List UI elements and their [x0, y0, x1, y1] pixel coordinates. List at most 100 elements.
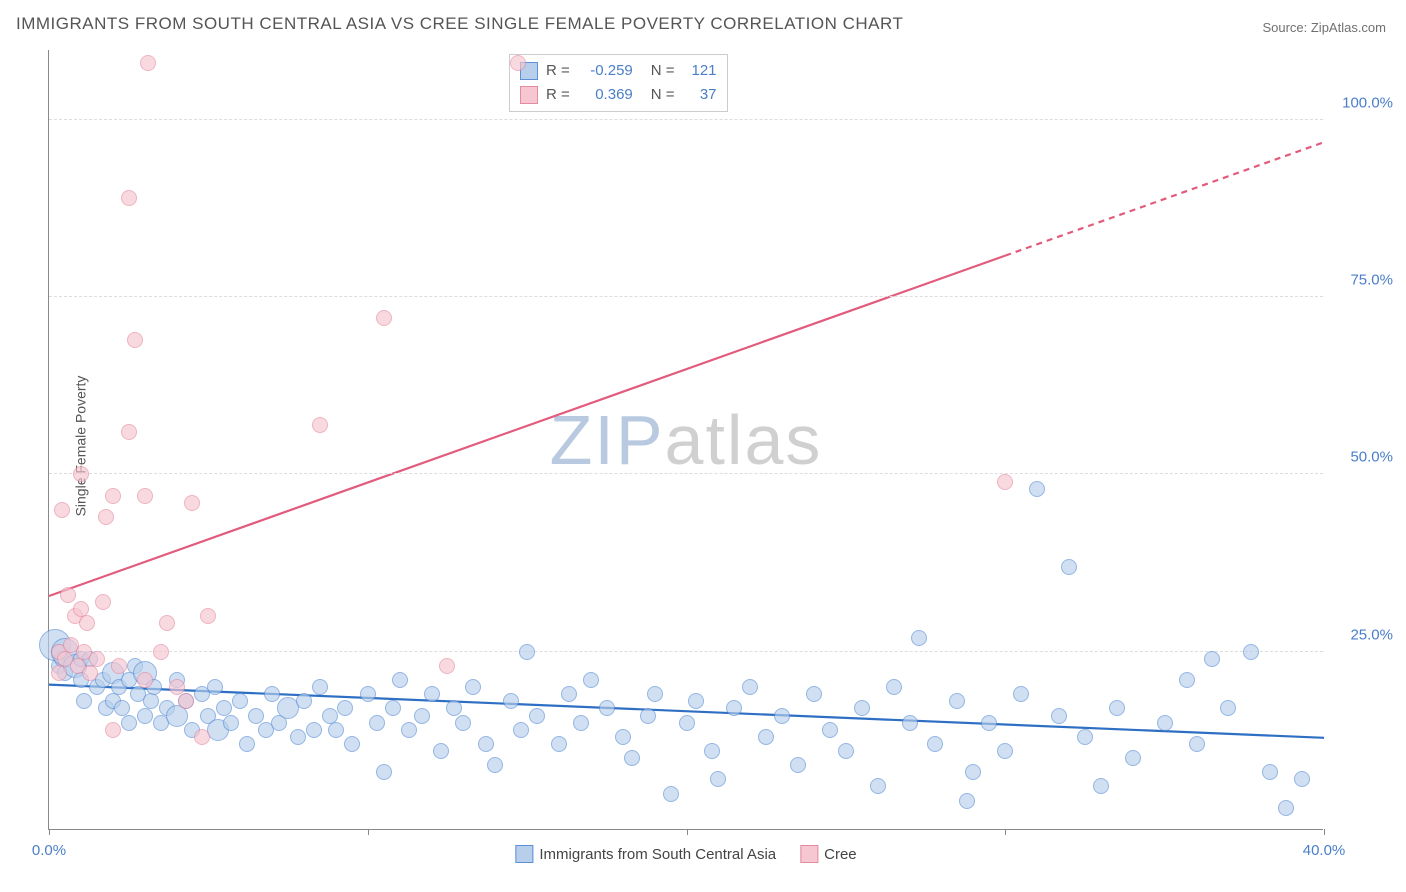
- data-point: [1189, 736, 1205, 752]
- legend-n-value: 37: [683, 83, 717, 107]
- data-point: [328, 722, 344, 738]
- data-point: [73, 466, 89, 482]
- data-point: [98, 509, 114, 525]
- data-point: [414, 708, 430, 724]
- legend-n-label: N =: [651, 59, 675, 83]
- data-point: [688, 693, 704, 709]
- data-point: [561, 686, 577, 702]
- data-point: [615, 729, 631, 745]
- data-point: [1262, 764, 1278, 780]
- data-point: [178, 693, 194, 709]
- data-point: [232, 693, 248, 709]
- series-legend: Immigrants from South Central Asia Cree: [515, 845, 856, 863]
- source-label: Source:: [1262, 20, 1310, 35]
- data-point: [949, 693, 965, 709]
- data-point: [223, 715, 239, 731]
- watermark-part-a: ZIP: [550, 401, 665, 479]
- data-point: [121, 715, 137, 731]
- watermark: ZIPatlas: [550, 400, 823, 480]
- data-point: [640, 708, 656, 724]
- data-point: [710, 771, 726, 787]
- data-point: [806, 686, 822, 702]
- data-point: [194, 729, 210, 745]
- y-tick-label: 25.0%: [1333, 626, 1393, 643]
- legend-item: Cree: [800, 845, 857, 863]
- data-point: [121, 424, 137, 440]
- data-point: [1294, 771, 1310, 787]
- data-point: [1204, 651, 1220, 667]
- data-point: [446, 700, 462, 716]
- data-point: [169, 679, 185, 695]
- data-point: [513, 722, 529, 738]
- data-point: [312, 679, 328, 695]
- x-tick-label: 0.0%: [32, 842, 66, 859]
- data-point: [376, 764, 392, 780]
- data-point: [529, 708, 545, 724]
- data-point: [965, 764, 981, 780]
- data-point: [465, 679, 481, 695]
- data-point: [184, 495, 200, 511]
- y-tick-label: 75.0%: [1333, 272, 1393, 289]
- data-point: [758, 729, 774, 745]
- data-point: [911, 630, 927, 646]
- data-point: [137, 672, 153, 688]
- gridline-h: [49, 651, 1323, 652]
- data-point: [105, 488, 121, 504]
- data-point: [1125, 750, 1141, 766]
- data-point: [290, 729, 306, 745]
- data-point: [927, 736, 943, 752]
- legend-r-label: R =: [546, 59, 570, 83]
- data-point: [121, 190, 137, 206]
- x-tick-mark: [368, 829, 369, 835]
- data-point: [1093, 778, 1109, 794]
- data-point: [137, 708, 153, 724]
- chart-title: IMMIGRANTS FROM SOUTH CENTRAL ASIA VS CR…: [16, 14, 903, 34]
- x-tick-mark: [1005, 829, 1006, 835]
- data-point: [143, 693, 159, 709]
- data-point: [140, 55, 156, 71]
- watermark-part-b: atlas: [665, 401, 823, 479]
- data-point: [959, 793, 975, 809]
- legend-label: Cree: [824, 846, 857, 863]
- x-tick-mark: [687, 829, 688, 835]
- data-point: [854, 700, 870, 716]
- data-point: [478, 736, 494, 752]
- data-point: [1051, 708, 1067, 724]
- data-point: [264, 686, 280, 702]
- y-tick-label: 100.0%: [1333, 94, 1393, 111]
- data-point: [433, 743, 449, 759]
- data-point: [583, 672, 599, 688]
- data-point: [137, 488, 153, 504]
- data-point: [360, 686, 376, 702]
- data-point: [60, 587, 76, 603]
- data-point: [1077, 729, 1093, 745]
- data-point: [1278, 800, 1294, 816]
- data-point: [663, 786, 679, 802]
- data-point: [306, 722, 322, 738]
- data-point: [239, 736, 255, 752]
- data-point: [742, 679, 758, 695]
- data-point: [519, 644, 535, 660]
- legend-item: Immigrants from South Central Asia: [515, 845, 776, 863]
- data-point: [551, 736, 567, 752]
- data-point: [726, 700, 742, 716]
- data-point: [902, 715, 918, 731]
- correlation-legend: R =-0.259N =121R =0.369N =37: [509, 54, 728, 112]
- data-point: [647, 686, 663, 702]
- data-point: [455, 715, 471, 731]
- legend-r-value: -0.259: [578, 59, 633, 83]
- legend-n-value: 121: [683, 59, 717, 83]
- data-point: [1157, 715, 1173, 731]
- gridline-h: [49, 473, 1323, 474]
- data-point: [997, 743, 1013, 759]
- data-point: [624, 750, 640, 766]
- data-point: [599, 700, 615, 716]
- data-point: [704, 743, 720, 759]
- data-point: [127, 332, 143, 348]
- data-point: [679, 715, 695, 731]
- data-point: [1243, 644, 1259, 660]
- data-point: [573, 715, 589, 731]
- data-point: [248, 708, 264, 724]
- data-point: [401, 722, 417, 738]
- data-point: [1061, 559, 1077, 575]
